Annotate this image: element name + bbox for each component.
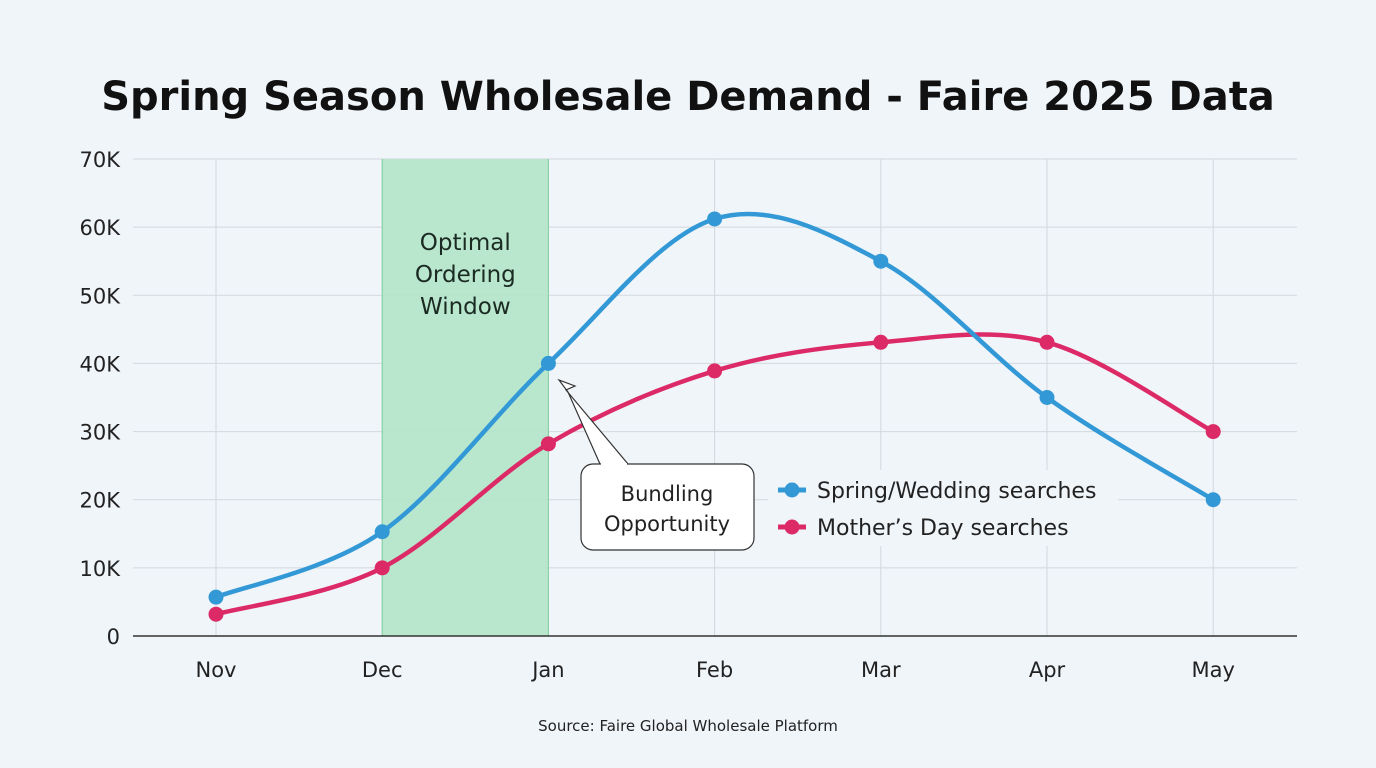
y-tick-label: 40K — [80, 352, 122, 376]
data-point — [374, 560, 390, 576]
legend-background — [768, 470, 1118, 546]
y-axis: 0 10K 20K 30K 40K 50K 60K 70K — [80, 148, 122, 649]
data-point — [208, 589, 224, 605]
y-tick-label: 60K — [80, 216, 122, 240]
x-tick-label: Nov — [196, 658, 237, 682]
legend-label: Mother’s Day searches — [817, 516, 1069, 541]
x-axis: Nov Dec Jan Feb Mar Apr May — [133, 635, 1297, 682]
data-point — [1039, 390, 1055, 405]
data-point — [1039, 334, 1055, 350]
y-tick-label: 10K — [80, 557, 122, 581]
grid — [133, 158, 1297, 636]
y-tick-label: 50K — [80, 284, 122, 308]
data-point — [1205, 492, 1221, 508]
x-tick-label: Apr — [1029, 658, 1066, 682]
legend-swatch-marker — [784, 519, 800, 535]
callout-box — [580, 463, 755, 551]
x-tick-label: Jan — [530, 658, 564, 682]
x-tick-label: Feb — [696, 658, 733, 682]
data-point — [873, 253, 889, 269]
data-point — [707, 363, 723, 379]
data-point — [208, 606, 224, 622]
data-point — [1205, 424, 1221, 440]
y-tick-label: 30K — [80, 421, 122, 445]
data-point — [873, 334, 889, 350]
y-tick-label: 70K — [80, 148, 122, 172]
legend-label: Spring/Wedding searches — [817, 479, 1096, 504]
chart-title: Spring Season Wholesale Demand - Faire 2… — [101, 74, 1275, 120]
optimal-window-band — [382, 159, 549, 636]
shaded-region: Optimal Ordering Window — [381, 159, 549, 636]
legend: Spring/Wedding searches Mother’s Day sear… — [768, 470, 1118, 546]
callout-bundling-opportunity: Bundling Opportunity — [557, 378, 755, 551]
data-point — [540, 436, 556, 452]
x-tick-label: Dec — [362, 658, 403, 682]
band-label: Window — [420, 294, 511, 320]
callout-text: Opportunity — [604, 512, 730, 536]
band-label: Optimal — [420, 230, 511, 256]
y-tick-label: 0 — [107, 625, 120, 649]
x-tick-label: Mar — [861, 658, 901, 682]
source-note: Source: Faire Global Wholesale Platform — [538, 717, 838, 735]
band-label: Ordering — [415, 262, 516, 288]
callout-text: Bundling — [621, 482, 714, 506]
data-point — [374, 524, 390, 540]
y-tick-label: 20K — [80, 489, 122, 513]
legend-swatch-marker — [784, 482, 800, 498]
callout-arrow — [557, 378, 629, 465]
data-point — [707, 211, 723, 227]
x-tick-label: May — [1191, 658, 1234, 682]
series-lines — [208, 211, 1221, 622]
data-point — [540, 355, 556, 371]
